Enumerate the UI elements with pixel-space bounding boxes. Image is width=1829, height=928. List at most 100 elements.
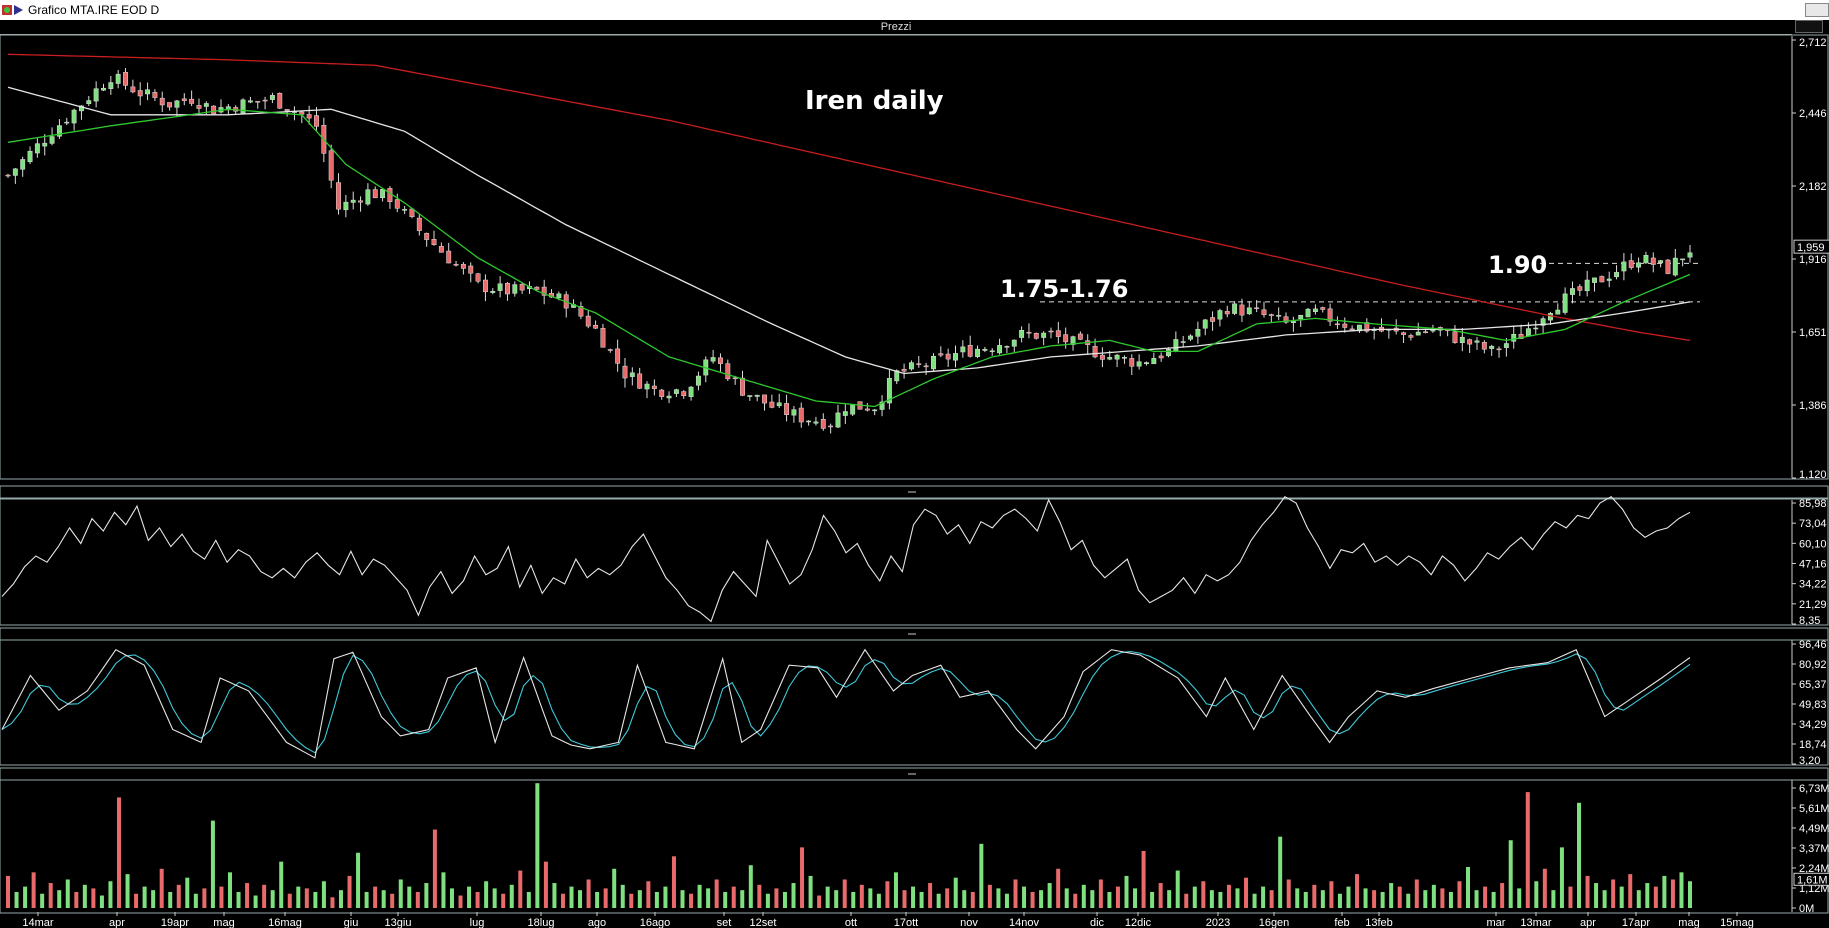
volume-bar <box>1209 890 1214 908</box>
volume-bar <box>475 891 480 908</box>
candle-body <box>64 121 70 124</box>
price-panel: 2,712 2,446 2,182 1,916 1,651 1,386 1,120 1,959 <box>5 37 1829 481</box>
candle-body <box>1063 334 1069 343</box>
volume-bar <box>740 890 745 908</box>
candle-body <box>159 97 165 106</box>
candle-body <box>1188 335 1193 340</box>
stoch-y-tick-label: 34,29 <box>1799 719 1827 731</box>
candle-body <box>1570 288 1575 295</box>
candle-body <box>1276 315 1282 317</box>
volume-bar <box>1226 884 1231 908</box>
volume-bar <box>1286 879 1291 908</box>
x-axis: 14mar apr 19apr mag 16mag giu 13giu lug 18lug ago… <box>22 912 1754 928</box>
volume-bar <box>134 893 139 908</box>
candle-body <box>1041 332 1047 338</box>
candle-body <box>688 386 694 397</box>
volume-bar <box>262 884 267 908</box>
candle-body <box>1026 331 1032 334</box>
candle-body <box>497 283 503 291</box>
candle-body <box>101 87 106 91</box>
candle-body <box>1481 342 1487 350</box>
volume-bar <box>1431 884 1436 908</box>
price-y-tick-label: 1,916 <box>1799 254 1827 266</box>
candle-body <box>681 391 687 396</box>
candle-body <box>1349 328 1355 331</box>
volume-bar <box>1679 872 1684 908</box>
volume-bar <box>962 890 967 908</box>
volume-bar <box>1577 802 1582 908</box>
candle-body <box>651 385 657 389</box>
volume-bar <box>279 861 284 908</box>
candle-body <box>1503 343 1509 348</box>
volume-bar <box>1167 890 1172 908</box>
candle-body <box>541 286 547 296</box>
candle-body <box>328 150 334 181</box>
volume-bar <box>919 891 924 908</box>
volume-bar <box>151 890 156 908</box>
candle-body <box>1415 331 1421 336</box>
x-tick-label: lug <box>470 917 485 928</box>
candle-body <box>1033 332 1039 339</box>
candle-body <box>798 407 804 423</box>
candle-body <box>997 345 1003 354</box>
candle-body <box>1114 354 1120 360</box>
candle-body <box>1555 309 1561 315</box>
volume-bar <box>595 891 600 908</box>
candle-body <box>56 125 62 137</box>
candle-body <box>181 98 187 102</box>
candle-body <box>850 404 856 415</box>
candle-body <box>1489 345 1495 349</box>
candle-body <box>512 284 518 294</box>
candle-body <box>1672 257 1678 276</box>
candle-body <box>1518 333 1524 339</box>
candle-body <box>718 357 723 364</box>
volume-bar <box>1013 879 1018 908</box>
candle-body <box>1048 330 1054 333</box>
x-tick-label: feb <box>1334 917 1349 928</box>
volume-bar <box>364 891 369 908</box>
volume-bar <box>1653 886 1658 908</box>
candle-body <box>416 217 422 231</box>
osc-y-tick-label: 73,04 <box>1799 518 1827 530</box>
candle-body <box>806 420 812 423</box>
volume-bar <box>1559 847 1564 908</box>
volume-bar <box>518 870 523 908</box>
candle-body <box>938 353 944 356</box>
candle-body <box>93 88 99 102</box>
volume-bar <box>945 888 950 908</box>
resistance-annotation: 1.90 <box>1488 251 1547 279</box>
candle-body <box>240 99 246 114</box>
moving-average-mid <box>7 86 1691 375</box>
candle-body <box>1180 341 1186 343</box>
candle-body <box>203 103 209 107</box>
panel-controls-button[interactable] <box>1795 20 1823 33</box>
volume-bar <box>791 883 796 908</box>
oscillator-line <box>1 495 1691 623</box>
candle-body <box>350 199 356 203</box>
candle-body <box>1408 335 1414 338</box>
moving-average-long <box>7 53 1691 342</box>
volume-bar <box>219 886 224 908</box>
volume-bar <box>48 883 53 908</box>
candle-body <box>607 349 613 351</box>
candle-body <box>211 105 217 115</box>
volume-bar <box>210 820 215 908</box>
volume-bar <box>1636 890 1641 908</box>
volume-bar <box>1192 886 1197 908</box>
candle-body <box>1614 272 1620 278</box>
candle-body <box>196 105 202 109</box>
volume-bar <box>467 886 472 908</box>
volume-bar <box>697 884 702 908</box>
candle-body <box>358 200 364 203</box>
x-tick-label: 13feb <box>1365 917 1393 928</box>
candle-body <box>505 283 510 295</box>
x-tick-label: 17apr <box>1622 917 1650 928</box>
volume-bar <box>620 884 625 908</box>
x-tick-label: dic <box>1090 917 1105 928</box>
x-tick-label: 16gen <box>1259 917 1290 928</box>
volume-bar <box>1056 868 1061 908</box>
candle-body <box>578 306 584 317</box>
volume-bar <box>1440 888 1445 908</box>
candle-body <box>1327 308 1333 322</box>
